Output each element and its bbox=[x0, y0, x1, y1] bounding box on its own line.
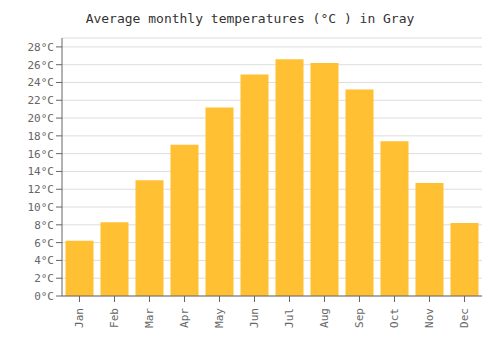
html-text:Average monthly temperatures (: Average monthly temperatures (°C ) in Gr… bbox=[85, 11, 415, 26]
svg-text:24°C: 24°C bbox=[28, 76, 55, 89]
svg-text:20°C: 20°C bbox=[28, 112, 55, 125]
svg-text:Sep: Sep bbox=[353, 308, 366, 328]
svg-text:28°C: 28°C bbox=[28, 41, 55, 54]
svg-text:May: May bbox=[213, 308, 226, 328]
svg-text:Jun: Jun bbox=[248, 308, 261, 328]
svg-text:Jan: Jan bbox=[73, 308, 86, 328]
svg-text:0°C: 0°C bbox=[34, 290, 54, 303]
svg-text:Mar: Mar bbox=[143, 308, 156, 328]
svg-text:14°C: 14°C bbox=[28, 165, 55, 178]
svg-text:10°C: 10°C bbox=[28, 201, 55, 214]
svg-text:16°C: 16°C bbox=[28, 148, 55, 161]
svg-text:Feb: Feb bbox=[108, 308, 121, 328]
svg-text:Apr: Apr bbox=[178, 308, 191, 328]
svg-text:12°C: 12°C bbox=[28, 183, 55, 196]
svg-text:Aug: Aug bbox=[318, 308, 331, 328]
svg-text:Oct: Oct bbox=[388, 308, 401, 328]
svg-text:22°C: 22°C bbox=[28, 94, 55, 107]
svg-text:Nov: Nov bbox=[423, 308, 436, 328]
svg-text:4°C: 4°C bbox=[34, 254, 54, 267]
svg-text:Jul: Jul bbox=[283, 308, 296, 328]
svg-text:6°C: 6°C bbox=[34, 237, 54, 250]
svg-text:2°C: 2°C bbox=[34, 272, 54, 285]
svg-text:18°C: 18°C bbox=[28, 130, 55, 143]
svg-text:26°C: 26°C bbox=[28, 59, 55, 72]
svg-text:Dec: Dec bbox=[458, 308, 471, 328]
svg-text:8°C: 8°C bbox=[34, 219, 54, 232]
